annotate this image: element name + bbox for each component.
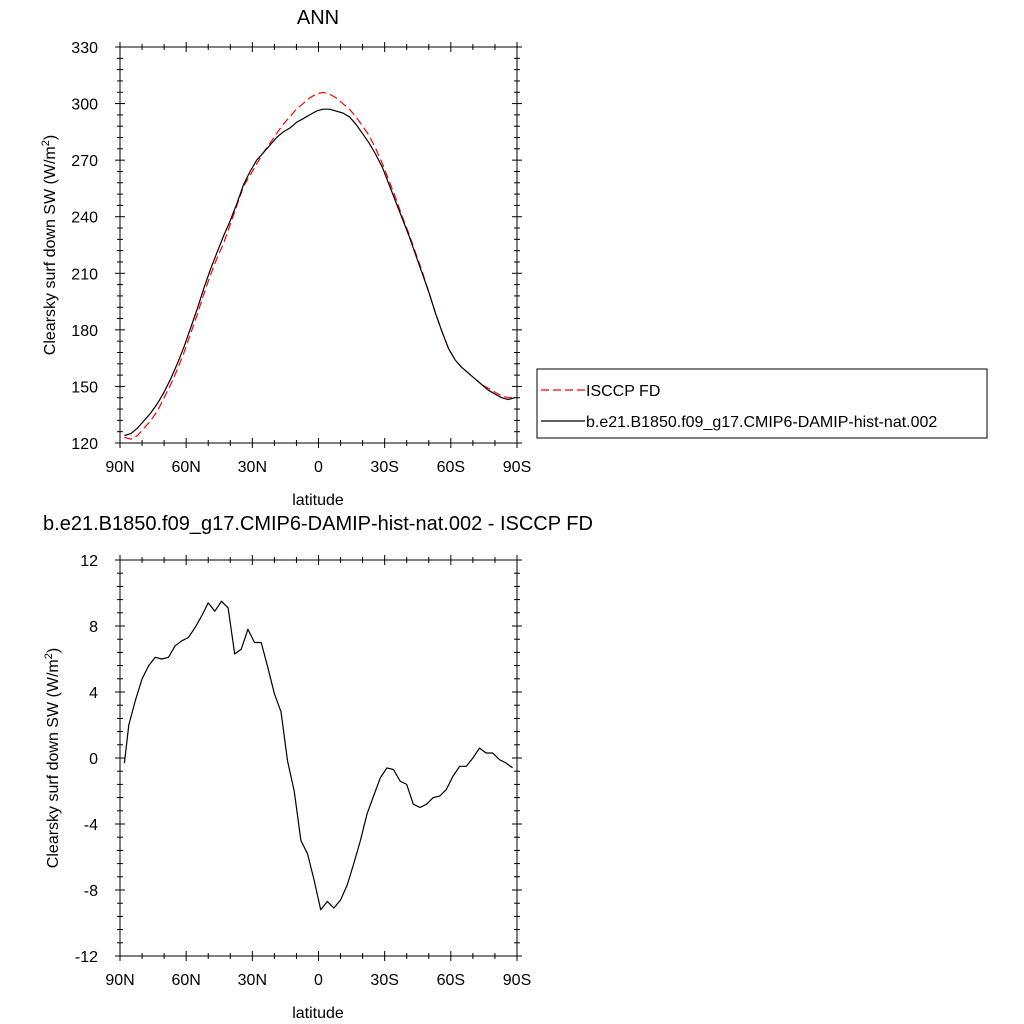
chart-difference: b.e21.B1850.f09_g17.CMIP6-DAMIP-hist-nat… (43, 513, 593, 1022)
y-tick-label: -4 (84, 817, 98, 834)
chart-title: b.e21.B1850.f09_g17.CMIP6-DAMIP-hist-nat… (43, 513, 593, 535)
y-tick-label: 330 (71, 40, 98, 57)
y-axis-title: Clearsky surf down SW (W/m2) (40, 135, 59, 355)
y-tick-label: 0 (89, 751, 98, 768)
x-tick-label: 90S (503, 972, 531, 989)
chart-annual-mean: ANN 90N 60N 30N 0 30S 60S 90S 120 150 180 210 240 27… (40, 7, 988, 509)
x-tick-label: 0 (314, 459, 323, 476)
y-tick-label: 270 (71, 153, 98, 170)
plot-frame (119, 46, 518, 444)
x-tick-label: 60S (437, 459, 465, 476)
series-line-0 (123, 600, 513, 911)
y-tick-label: 12 (80, 553, 98, 570)
y-tick-label: 8 (89, 619, 98, 636)
series-lines (123, 600, 513, 911)
y-axis-title-superscript: 2 (40, 140, 52, 146)
x-axis-title: latitude (292, 1005, 344, 1022)
y-tick-label: 210 (71, 266, 98, 283)
legend: ISCCP FD b.e21.B1850.f09_g17.CMIP6-DAMIP… (536, 368, 988, 439)
x-tick-label: 60N (171, 459, 200, 476)
x-tick-label: 30N (238, 459, 267, 476)
axis-ticks: 90N 60N 30N 0 30S 60S 90S -12 -8 -4 0 4 8 12 (75, 553, 531, 989)
axis-ticks: 90N 60N 30N 0 30S 60S 90S 120 150 180 210 240 270 300… (71, 40, 531, 476)
chart-title: ANN (297, 7, 339, 29)
y-axis-title-main: Clearsky surf down SW (W/m (42, 146, 59, 355)
x-tick-label: 30S (370, 459, 398, 476)
y-tick-label: -8 (84, 883, 98, 900)
y-tick-label: 4 (89, 685, 98, 702)
y-tick-label: 180 (71, 323, 98, 340)
x-tick-label: 60S (437, 972, 465, 989)
x-tick-label: 90S (503, 459, 531, 476)
y-axis-title-main: Clearsky surf down SW (W/m (45, 659, 62, 868)
y-tick-label: -12 (75, 949, 98, 966)
legend-label-isccp: ISCCP FD (586, 383, 660, 400)
series-lines (124, 91, 515, 440)
x-axis-title: latitude (292, 492, 344, 509)
y-axis-title-close: ) (45, 648, 62, 653)
x-tick-label: 30N (238, 972, 267, 989)
y-tick-label: 120 (71, 436, 98, 453)
y-axis-title-close: ) (42, 135, 59, 140)
x-tick-label: 0 (314, 972, 323, 989)
x-tick-label: 60N (171, 972, 200, 989)
y-tick-label: 150 (71, 379, 98, 396)
y-axis-title: Clearsky surf down SW (W/m2) (43, 648, 62, 868)
y-tick-label: 240 (71, 210, 98, 227)
legend-label-model: b.e21.B1850.f09_g17.CMIP6-DAMIP-hist-nat… (586, 414, 937, 431)
series-line-1 (124, 108, 515, 437)
series-line-0 (124, 91, 515, 440)
x-tick-label: 90N (105, 972, 134, 989)
legend-box (536, 368, 988, 439)
x-tick-label: 30S (370, 972, 398, 989)
x-tick-label: 90N (105, 459, 134, 476)
y-tick-label: 300 (71, 97, 98, 114)
plot-frame (119, 559, 518, 957)
y-axis-title-superscript: 2 (43, 653, 55, 659)
